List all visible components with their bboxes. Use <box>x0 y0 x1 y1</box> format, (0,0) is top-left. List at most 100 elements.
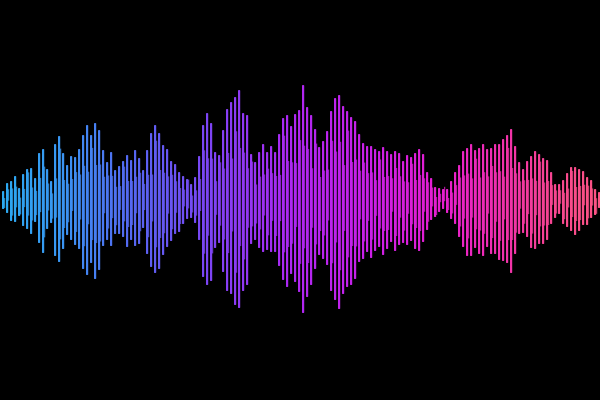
waveform-bar-echo <box>68 183 70 223</box>
waveform-bar <box>226 109 229 291</box>
waveform-bar <box>114 170 117 234</box>
waveform-bar <box>298 110 301 292</box>
waveform-bar-echo <box>508 147 510 241</box>
waveform-bar-echo <box>384 177 386 231</box>
waveform-bar-echo <box>428 182 430 222</box>
waveform-bar-echo <box>420 174 422 232</box>
waveform-bar-echo <box>20 197 22 215</box>
waveform-bar <box>234 97 237 305</box>
waveform-bar-echo <box>560 190 562 204</box>
waveform-bar-echo <box>312 168 314 228</box>
waveform-bar-echo <box>292 162 294 244</box>
waveform-bar <box>394 151 397 251</box>
waveform-bar <box>178 172 181 232</box>
waveform-bar-echo <box>32 187 34 221</box>
waveform-bar <box>466 148 469 256</box>
waveform-bar-echo <box>28 172 30 216</box>
waveform-bar-echo <box>148 174 150 238</box>
waveform-bar-echo <box>296 163 298 227</box>
waveform-bar-echo <box>452 192 454 214</box>
waveform-bar-echo <box>48 183 50 211</box>
waveform-bar <box>258 152 261 248</box>
waveform-bar <box>210 123 213 281</box>
waveform-bar <box>418 149 421 251</box>
waveform-bar-echo <box>316 143 318 245</box>
waveform-bar <box>574 167 577 235</box>
waveform-bar <box>578 169 581 231</box>
waveform-bar <box>134 150 137 246</box>
waveform-bar <box>486 149 489 247</box>
waveform-bar-echo <box>524 180 526 224</box>
waveform-bar <box>174 164 177 234</box>
waveform-bar-echo <box>416 180 418 228</box>
waveform-bar <box>266 152 269 250</box>
waveform-bar-echo <box>60 148 62 240</box>
waveform-bar <box>42 149 45 253</box>
waveform-bar-echo <box>76 172 78 232</box>
waveform-bar-echo <box>380 159 382 229</box>
waveform-bar <box>414 153 417 249</box>
waveform-bar-echo <box>112 175 114 219</box>
waveform-bar-echo <box>304 145 306 249</box>
waveform-bar-echo <box>224 168 226 240</box>
waveform-bar <box>282 118 285 280</box>
waveform-bar-echo <box>448 198 450 210</box>
waveform-bar-echo <box>52 193 54 219</box>
waveform-bar <box>530 156 533 248</box>
waveform-bar <box>326 131 329 265</box>
waveform-bar-echo <box>232 158 234 232</box>
waveform-bar-echo <box>284 135 286 253</box>
waveform-bar-echo <box>352 162 354 246</box>
waveform-bar-echo <box>268 168 270 236</box>
waveform-bar-echo <box>80 174 82 220</box>
waveform-bar-echo <box>128 181 130 227</box>
waveform-bar-echo <box>188 179 190 209</box>
waveform-bar <box>306 107 309 297</box>
waveform-bar <box>406 155 409 245</box>
waveform-bar-echo <box>388 176 390 230</box>
waveform-bar-echo <box>160 170 162 238</box>
waveform-bar <box>294 114 297 282</box>
waveform-bar <box>138 158 141 244</box>
waveform-bar <box>422 154 425 242</box>
waveform-bar-echo <box>340 141 342 271</box>
waveform-bar <box>478 148 481 254</box>
waveform-bar-echo <box>408 182 410 214</box>
waveform-bar-echo <box>444 186 446 202</box>
waveform-bar-echo <box>96 165 98 243</box>
waveform-bar <box>194 177 197 223</box>
waveform-bar-echo <box>344 165 346 231</box>
waveform-bar-echo <box>480 177 482 231</box>
waveform-bar-echo <box>156 140 158 248</box>
waveform-bar <box>366 146 369 252</box>
waveform-bar-echo <box>264 174 266 216</box>
waveform-bar <box>218 155 221 243</box>
waveform-bar <box>370 146 373 258</box>
waveform-bar <box>154 125 157 273</box>
waveform-bar <box>514 146 517 254</box>
waveform-bar <box>526 161 529 237</box>
waveform-bar <box>222 130 225 272</box>
waveform-bar-echo <box>120 186 122 210</box>
waveform-bar <box>438 188 441 212</box>
waveform-bar-echo <box>272 173 274 221</box>
waveform-bar <box>458 165 461 237</box>
waveform-bar-echo <box>392 178 394 212</box>
waveform-bar-echo <box>328 169 330 221</box>
waveform-bar <box>594 189 597 215</box>
waveform-bar-echo <box>152 174 154 222</box>
waveform-bar-echo <box>108 175 110 229</box>
waveform-bar <box>66 165 69 235</box>
waveform-bar-echo <box>456 185 458 205</box>
waveform-bar <box>102 150 105 246</box>
waveform-bar <box>410 157 413 241</box>
waveform-bar <box>182 176 185 224</box>
waveform-bar <box>386 151 389 249</box>
waveform-bar <box>566 173 569 227</box>
waveform-bar <box>94 123 97 279</box>
waveform-bar <box>346 111 349 287</box>
waveform-bar-echo <box>84 165 86 247</box>
waveform-bar-echo <box>144 183 146 211</box>
waveform-bar <box>250 154 253 244</box>
waveform-bar-echo <box>460 177 462 227</box>
